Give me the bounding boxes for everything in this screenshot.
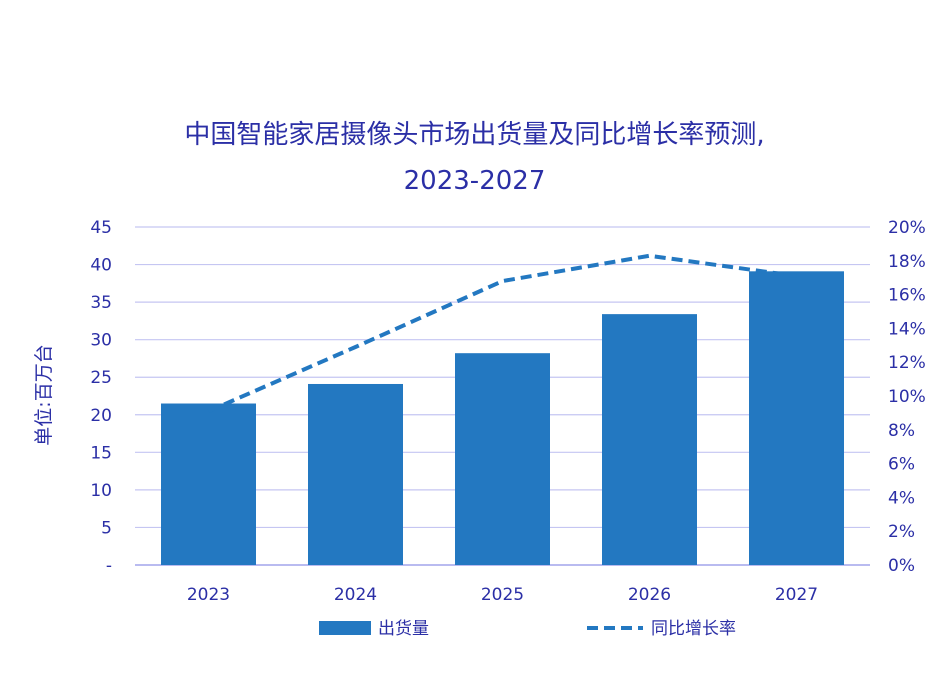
y-right-tick-label: 20% [888, 218, 926, 238]
y-axis-left-label: 单位:百万台 [33, 344, 55, 445]
y-left-tick-label: - [106, 556, 112, 576]
y-left-tick-label: 5 [101, 518, 112, 538]
legend-line-label: 同比增长率 [651, 619, 736, 639]
y-right-tick-label: 16% [888, 286, 926, 306]
y-left-tick-label: 20 [90, 406, 112, 426]
x-tick-label: 2026 [628, 585, 671, 605]
y-right-tick-label: 10% [888, 387, 926, 407]
bar-2024 [308, 383, 403, 565]
y-left-tick-label: 30 [90, 331, 112, 351]
y-right-tick-label: 18% [888, 252, 926, 272]
legend-bar-swatch [319, 621, 371, 635]
y-left-tick-label: 15 [90, 443, 112, 463]
chart-title-line-2: 2023-2027 [403, 166, 546, 196]
x-tick-label: 2024 [334, 585, 377, 605]
y-right-tick-label: 2% [888, 522, 915, 542]
legend: 出货量 同比增长率 [319, 619, 736, 639]
chart-title-line-1: 中国智能家居摄像头市场出货量及同比增长率预测, [184, 120, 765, 150]
bar-2025 [455, 353, 550, 565]
y-left-tick-label: 35 [90, 293, 112, 313]
bar-2023 [161, 403, 256, 565]
y-right-tick-label: 8% [888, 421, 915, 441]
growth-rate-line [207, 253, 797, 414]
y-left-tick-label: 25 [90, 368, 112, 388]
y-right-tick-label: 6% [888, 455, 915, 475]
y-left-tick-label: 45 [90, 218, 112, 238]
legend-bar-label: 出货量 [378, 619, 429, 639]
y-right-tick-label: 14% [888, 319, 926, 339]
x-tick-label: 2025 [481, 585, 524, 605]
chart-title: 中国智能家居摄像头市场出货量及同比增长率预测, 2023-2027 [0, 112, 949, 204]
y-left-tick-label: 10 [90, 481, 112, 501]
bars [161, 271, 844, 565]
bar-2026 [602, 314, 697, 565]
growth-line-layer [207, 253, 797, 414]
y-right-tick-label: 4% [888, 488, 915, 508]
x-tick-label: 2027 [775, 585, 818, 605]
bar-2027 [749, 271, 844, 565]
x-tick-label: 2023 [187, 585, 230, 605]
axes: -510152025303540450%2%4%6%8%10%12%14%16%… [90, 218, 925, 605]
y-right-tick-label: 12% [888, 353, 926, 373]
y-right-tick-label: 0% [888, 556, 915, 576]
y-left-tick-label: 40 [90, 256, 112, 276]
